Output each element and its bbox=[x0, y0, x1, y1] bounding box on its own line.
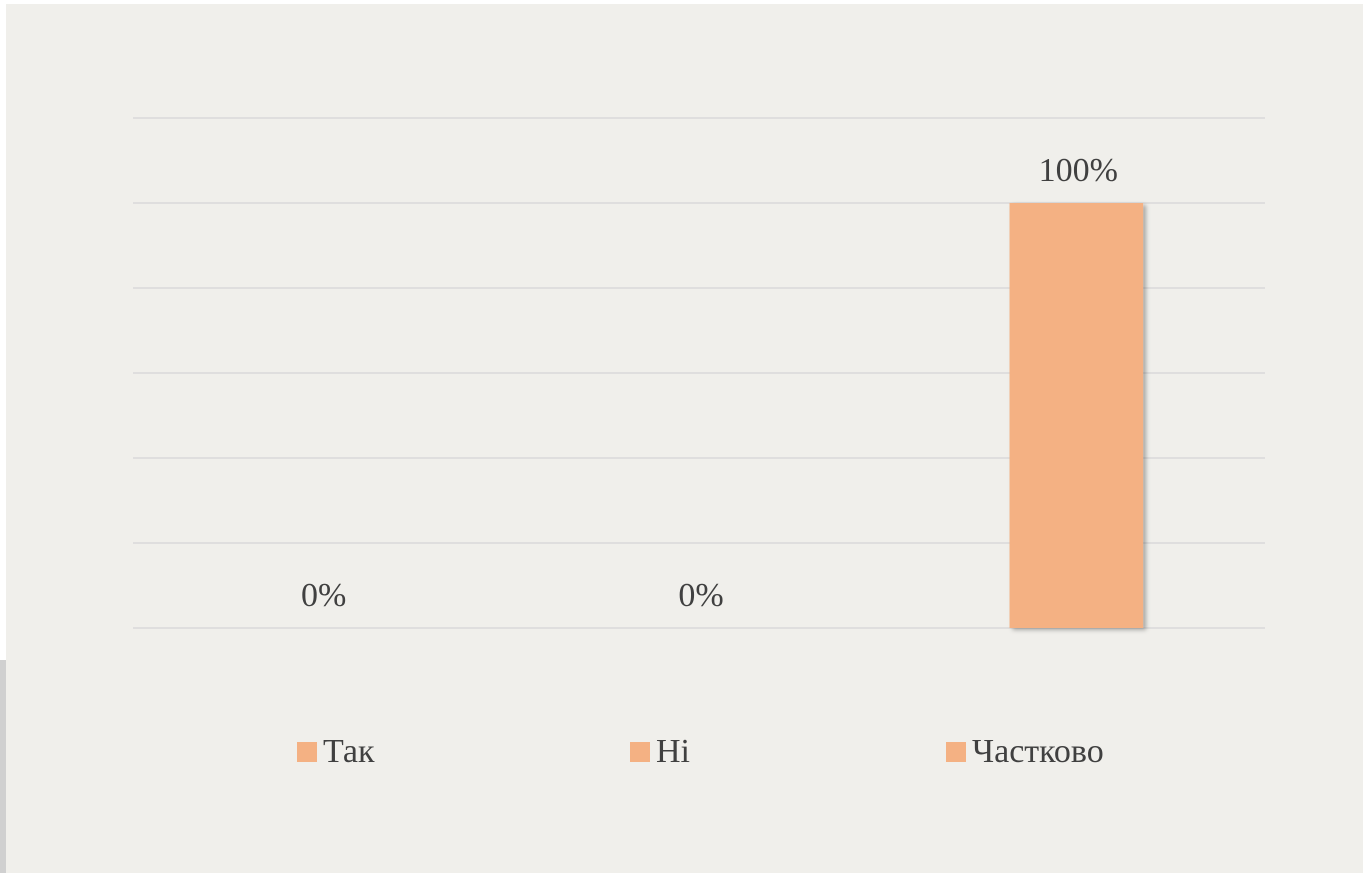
legend-swatch bbox=[297, 742, 317, 762]
legend-swatch bbox=[946, 742, 966, 762]
legend-label: Ні bbox=[656, 733, 690, 770]
legend-label: Так bbox=[323, 733, 375, 770]
data-label: 100% bbox=[1039, 152, 1118, 189]
plot-area: 0% 0% 100% Так Ні Частково bbox=[133, 117, 1265, 770]
legend-swatch bbox=[630, 742, 650, 762]
data-label: 0% bbox=[678, 577, 723, 614]
legend-label: Частково bbox=[972, 733, 1104, 770]
bar bbox=[1009, 203, 1144, 628]
data-label: 0% bbox=[301, 577, 346, 614]
